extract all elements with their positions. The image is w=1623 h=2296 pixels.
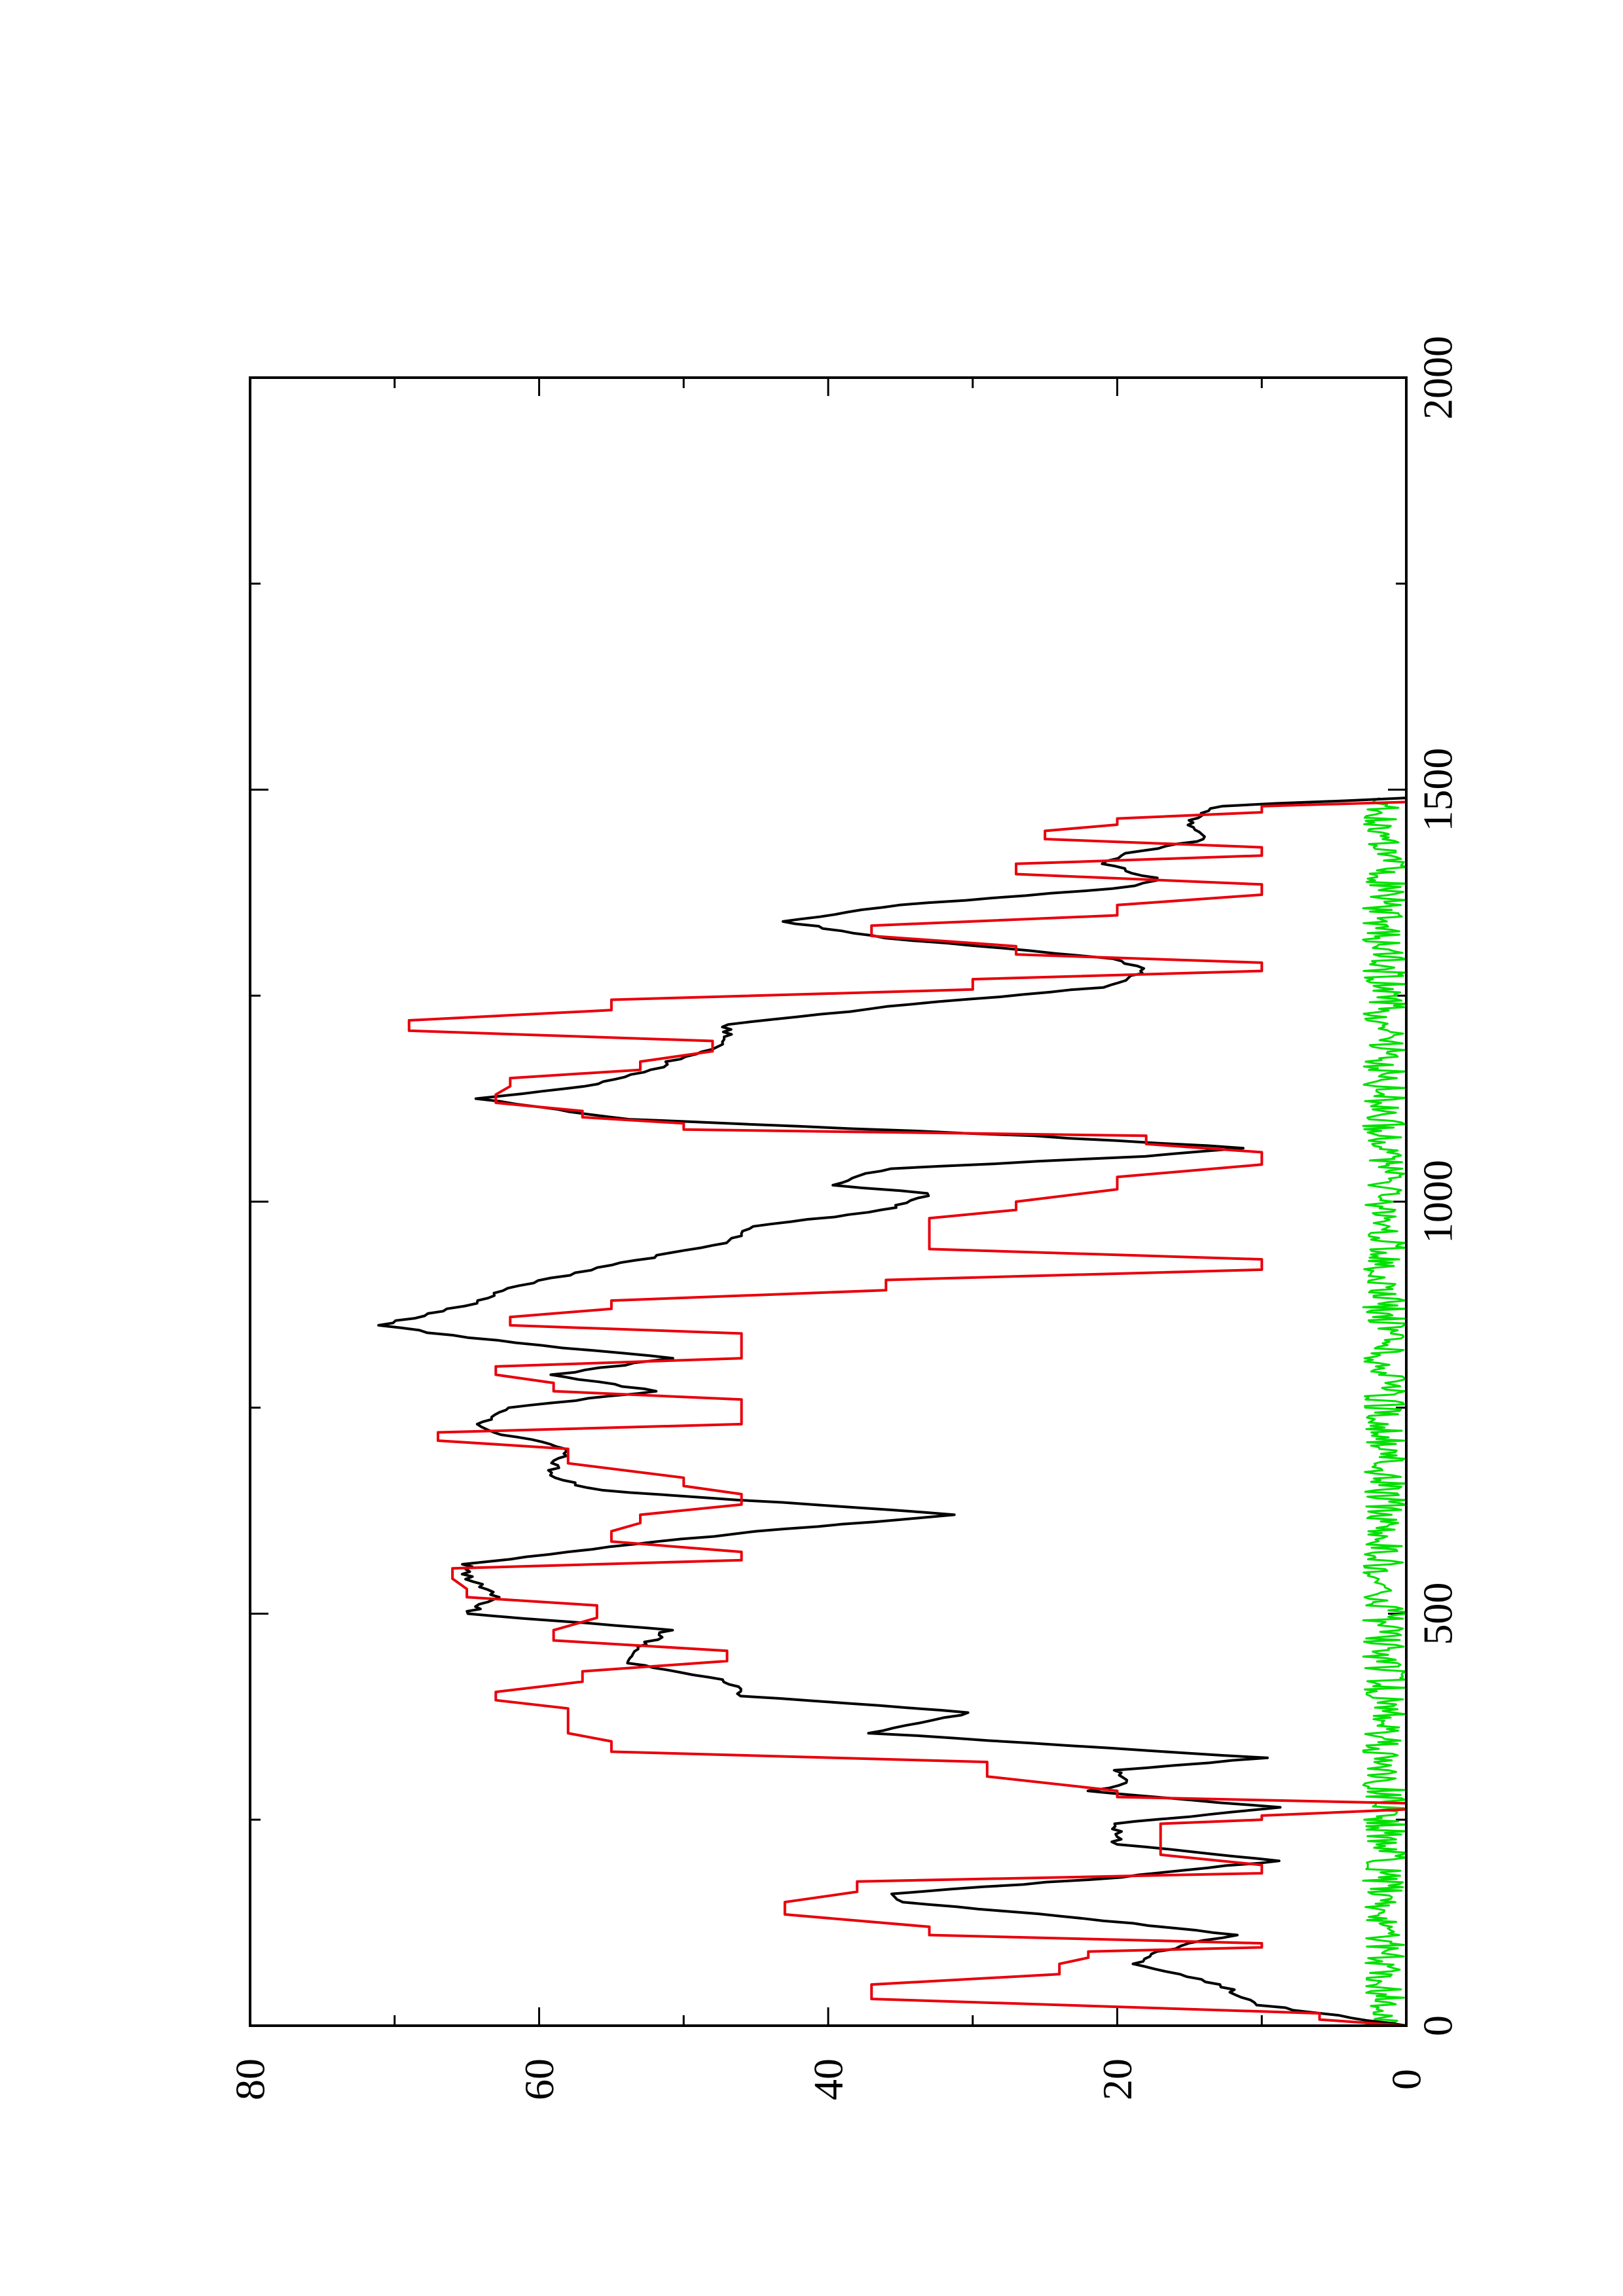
tick-labels: 0 500 1000 1500 2000 0 20 40 60 80 (227, 336, 1461, 2100)
x-tick-label: 2000 (1415, 336, 1461, 420)
x-tick-label: 0 (1415, 2015, 1461, 2036)
x-tick-label: 1500 (1415, 748, 1461, 832)
x-tick-label: 1000 (1415, 1160, 1461, 1244)
series-green-line (1362, 797, 1408, 2027)
plot-frame (249, 376, 1408, 2027)
series-red-line (407, 798, 1408, 2027)
x-tick-label: 500 (1415, 1583, 1461, 1645)
axis-ticks (249, 376, 1408, 2027)
y-tick-label: 0 (1383, 2069, 1430, 2090)
series-group (377, 797, 1408, 2027)
y-tick-label: 20 (1094, 2058, 1140, 2100)
y-tick-label: 60 (516, 2058, 562, 2100)
series-black-line (377, 797, 1407, 2027)
y-tick-label: 40 (805, 2058, 852, 2100)
y-tick-label: 80 (227, 2058, 274, 2100)
